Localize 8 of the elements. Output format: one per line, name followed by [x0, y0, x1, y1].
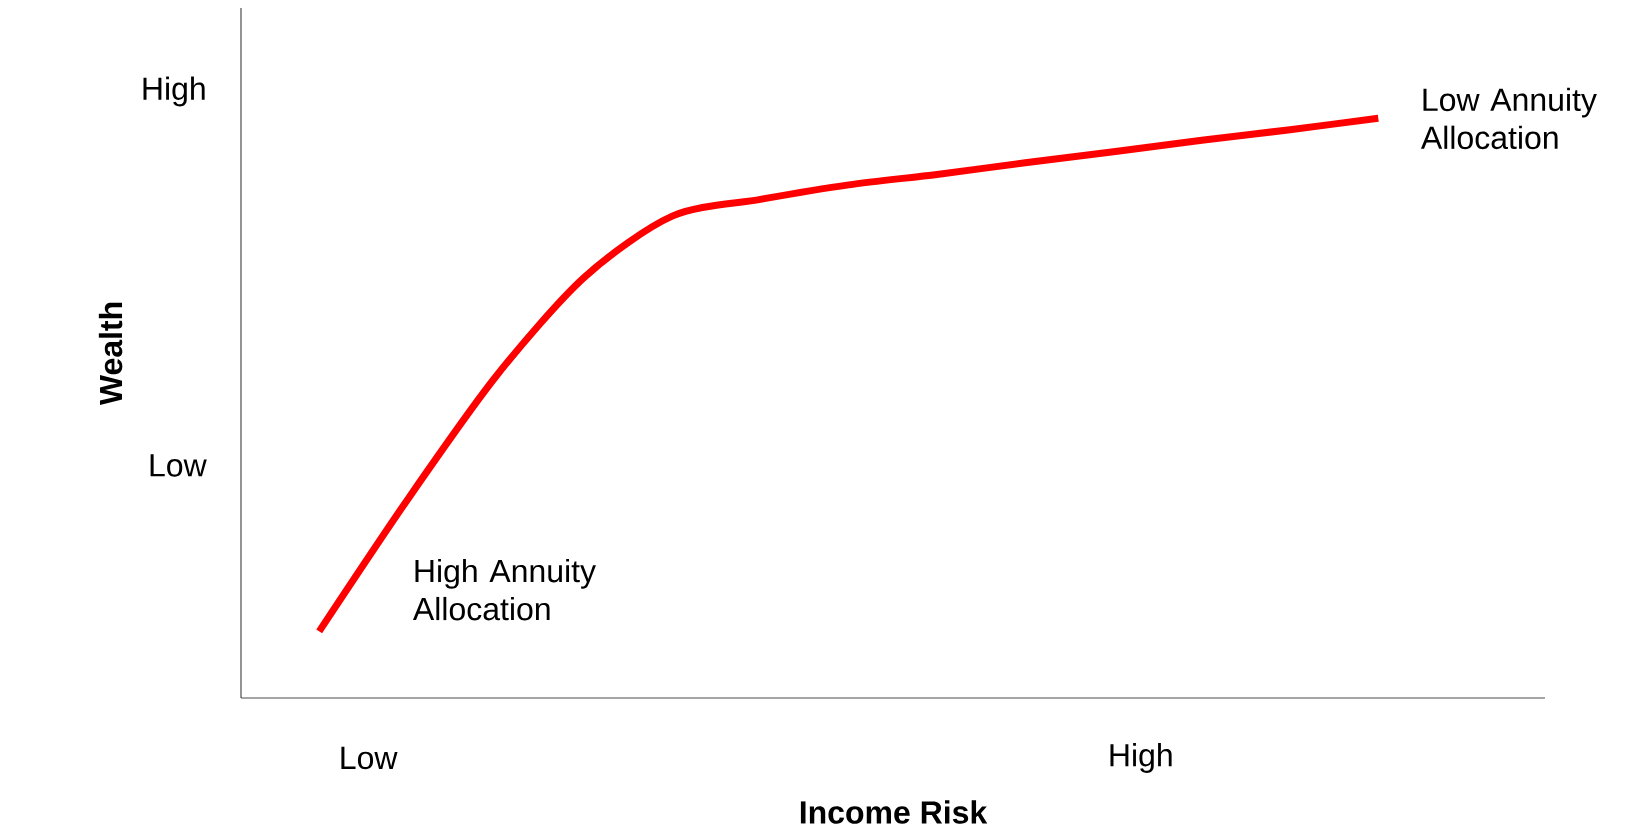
text: High [143, 76, 205, 107]
y-axis-title: Wealth [98, 302, 123, 406]
text: Low [341, 746, 398, 770]
annotation: High Annuity Allocation [412, 558, 596, 621]
x-axis-title: Income Risk [800, 800, 988, 824]
text: High [1110, 743, 1172, 773]
text: Low [150, 454, 207, 477]
annotation: Low Annuity Allocation [1420, 87, 1597, 150]
